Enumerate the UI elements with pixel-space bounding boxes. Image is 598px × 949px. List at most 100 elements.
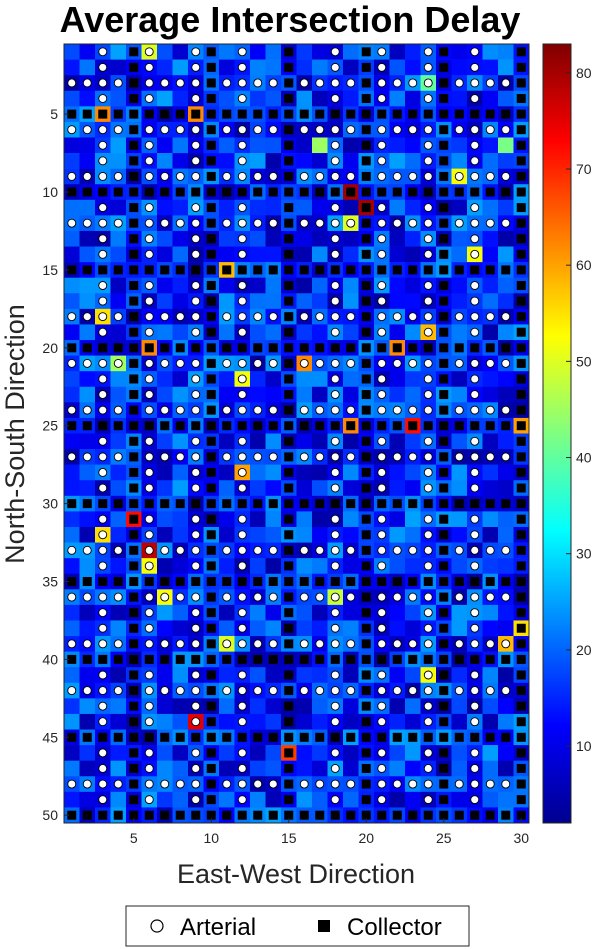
collector-marker bbox=[361, 265, 371, 275]
heat-cell bbox=[172, 745, 189, 761]
arterial-marker bbox=[144, 249, 154, 259]
heat-cell bbox=[451, 604, 468, 621]
arterial-marker bbox=[98, 312, 108, 322]
heat-cell bbox=[79, 386, 96, 403]
arterial-marker bbox=[392, 452, 402, 462]
colorbar-tick-label: 60 bbox=[576, 257, 592, 273]
arterial-marker bbox=[237, 234, 247, 244]
collector-marker bbox=[129, 577, 139, 587]
collector-marker bbox=[470, 654, 480, 664]
collector-marker bbox=[485, 109, 495, 119]
arterial-marker bbox=[144, 78, 154, 88]
heat-cell bbox=[498, 698, 514, 715]
heat-cell bbox=[451, 246, 468, 263]
heat-cell bbox=[157, 698, 173, 715]
heat-cell bbox=[265, 745, 282, 761]
collector-marker bbox=[361, 686, 371, 696]
collector-marker bbox=[408, 810, 418, 820]
heat-cell bbox=[451, 230, 468, 247]
arterial-marker bbox=[113, 686, 123, 696]
collector-marker bbox=[237, 654, 247, 664]
arterial-marker bbox=[175, 592, 185, 602]
arterial-marker bbox=[237, 483, 247, 493]
arterial-marker bbox=[144, 374, 154, 384]
arterial-marker bbox=[191, 140, 201, 150]
arterial-marker bbox=[346, 358, 356, 368]
arterial-marker bbox=[253, 125, 263, 135]
arterial-marker bbox=[330, 436, 340, 446]
arterial-marker bbox=[408, 125, 418, 135]
arterial-marker bbox=[423, 623, 433, 633]
arterial-marker bbox=[470, 390, 480, 399]
heat-cell bbox=[312, 386, 328, 403]
collector-marker bbox=[439, 545, 449, 555]
collector-marker bbox=[516, 639, 526, 649]
collector-marker bbox=[299, 265, 309, 275]
arterial-marker bbox=[470, 623, 480, 633]
arterial-marker bbox=[237, 592, 247, 602]
heat-cell bbox=[172, 526, 189, 543]
arterial-marker bbox=[330, 156, 340, 166]
heat-cell bbox=[250, 324, 266, 341]
heat-cell bbox=[296, 698, 313, 715]
collector-marker bbox=[423, 810, 433, 820]
heat-cell bbox=[405, 59, 421, 76]
collector-marker bbox=[284, 265, 294, 275]
arterial-marker bbox=[423, 94, 433, 103]
collector-marker bbox=[516, 810, 526, 820]
heat-cell bbox=[64, 713, 80, 730]
collector-marker bbox=[284, 94, 294, 104]
arterial-marker bbox=[98, 374, 108, 384]
arterial-marker bbox=[144, 701, 154, 711]
arterial-marker bbox=[330, 312, 340, 322]
arterial-marker bbox=[98, 483, 108, 493]
arterial-marker bbox=[408, 78, 418, 88]
heat-cell bbox=[265, 464, 282, 481]
arterial-marker bbox=[67, 171, 77, 181]
arterial-marker bbox=[470, 249, 480, 259]
heat-cell bbox=[343, 698, 359, 715]
arterial-marker bbox=[330, 779, 340, 789]
arterial-marker bbox=[377, 592, 387, 602]
arterial-marker bbox=[423, 639, 433, 649]
heat-cell bbox=[250, 293, 266, 310]
heat-cell bbox=[110, 745, 127, 761]
arterial-marker bbox=[377, 62, 387, 72]
arterial-marker bbox=[346, 405, 356, 415]
arterial-marker bbox=[423, 140, 433, 150]
heat-cell bbox=[157, 153, 173, 169]
arterial-marker bbox=[470, 405, 480, 415]
collector-marker bbox=[175, 499, 185, 509]
heat-cell bbox=[296, 620, 313, 637]
heat-cell bbox=[482, 371, 499, 388]
heat-cell bbox=[451, 620, 468, 637]
heat-cell bbox=[405, 433, 421, 450]
arterial-marker bbox=[237, 203, 247, 213]
arterial-marker bbox=[175, 779, 185, 789]
heat-cell bbox=[343, 713, 359, 730]
collector-marker bbox=[191, 421, 201, 431]
heat-cell bbox=[79, 620, 96, 637]
arterial-marker bbox=[237, 125, 247, 135]
heat-cell bbox=[250, 791, 266, 808]
heat-cell bbox=[451, 511, 468, 528]
arterial-marker bbox=[98, 234, 108, 244]
arterial-marker bbox=[330, 452, 340, 462]
heat-cell bbox=[250, 620, 266, 637]
heat-cell bbox=[79, 604, 96, 621]
arterial-marker bbox=[392, 358, 402, 368]
collector-marker bbox=[454, 499, 464, 509]
collector-marker bbox=[284, 499, 294, 509]
y-tick-label: 5 bbox=[50, 106, 58, 122]
arterial-marker bbox=[144, 686, 154, 696]
collector-marker bbox=[516, 405, 526, 415]
arterial-marker bbox=[423, 312, 433, 322]
collector-marker bbox=[67, 499, 77, 509]
collector-marker bbox=[439, 109, 449, 119]
collector-marker bbox=[237, 810, 247, 820]
heat-cell bbox=[219, 604, 235, 621]
collector-marker bbox=[129, 109, 139, 119]
heat-cell bbox=[389, 526, 406, 543]
heat-cell bbox=[64, 277, 80, 294]
arterial-marker bbox=[330, 405, 340, 415]
